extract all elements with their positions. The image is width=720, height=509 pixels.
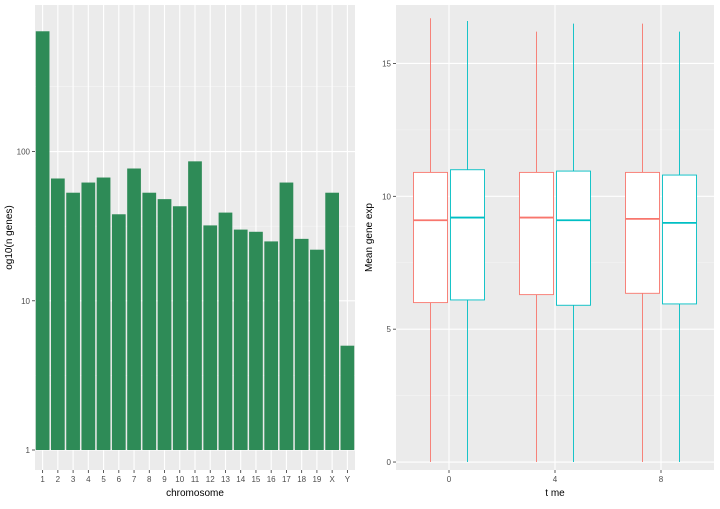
boxplot-x-tick-label: 8	[659, 475, 664, 484]
box-body	[662, 174, 697, 305]
box-body	[519, 171, 554, 296]
bar-chart-x-tick-label: 5	[101, 475, 106, 484]
box-body	[413, 171, 448, 304]
bar-8	[142, 192, 157, 450]
boxplot-y-tick-label: 10	[382, 192, 391, 201]
bar-9	[157, 199, 172, 450]
bar-15	[249, 231, 263, 450]
bar-chart-x-tick-label: 18	[297, 475, 306, 484]
boxplot-gridlines	[396, 5, 714, 470]
bar-2	[51, 178, 65, 451]
box-body	[556, 170, 591, 306]
bar-5	[96, 177, 111, 450]
bar-chart-x-tick-label: 1	[40, 475, 45, 484]
boxplot-y-axis: 0 5 10 15	[382, 59, 396, 467]
bar-chart-x-tick-label: Y	[345, 475, 351, 484]
bar-Y	[340, 345, 355, 450]
bar-chart-x-tick-label: 13	[221, 475, 230, 484]
box-4-series-1	[556, 23, 591, 463]
bar-11	[188, 161, 202, 450]
bar-chart-x-tick-label: 19	[312, 475, 321, 484]
boxplot-x-axis-label: t me	[545, 488, 565, 499]
boxplot-x-tick-label: 4	[553, 475, 558, 484]
bar-chart-x-tick-label: 7	[132, 475, 137, 484]
bar-chart-bars	[35, 31, 355, 451]
bar-18	[294, 238, 309, 450]
box-0-series-1	[450, 20, 485, 463]
box-body	[450, 169, 485, 301]
box-8-series-1	[662, 31, 697, 463]
boxplot-boxes	[413, 18, 697, 463]
box-0-series-0	[413, 18, 448, 463]
boxplot-y-tick-label: 15	[382, 59, 391, 68]
bar-chart-x-tick-label: 8	[147, 475, 152, 484]
bar-chart-x-tick-label: 6	[117, 475, 122, 484]
bar-chart-x-axis: 1 2 3 4 5 6 7 8 9 10 11 12 13 14 15 16 17 18 19 X Y	[40, 470, 351, 484]
bar-chart-x-tick-label: 4	[86, 475, 91, 484]
bar-chart-x-tick-label: 14	[236, 475, 245, 484]
bar-chart-x-tick-label: 2	[56, 475, 61, 484]
bar-13	[218, 212, 233, 450]
bar-chart-x-tick-label: 17	[282, 475, 291, 484]
bar-chart-x-tick-label: X	[329, 475, 335, 484]
boxplot-y-tick-label: 0	[387, 458, 392, 467]
bar-14	[233, 229, 248, 450]
bar-16	[264, 241, 279, 450]
box-body	[625, 171, 660, 294]
bar-chart-y-axis: 1 10 100	[17, 148, 35, 455]
bar-chart-x-tick-label: 11	[191, 475, 200, 484]
bar-7	[127, 168, 141, 450]
bar-chart-y-tick-label: 10	[21, 297, 30, 306]
bar-chart-x-axis-label: chromosome	[166, 488, 224, 499]
bar-chart-x-tick-label: 12	[206, 475, 215, 484]
bar-1	[35, 31, 50, 450]
bar-chart-x-tick-label: 10	[175, 475, 184, 484]
bar-chart-x-tick-label: 3	[71, 475, 76, 484]
bar-6	[111, 214, 126, 450]
boxplot-y-axis-label: Mean gene exp	[364, 203, 375, 272]
bar-17	[279, 182, 294, 450]
bar-19	[310, 249, 324, 450]
bar-chart-x-tick-label: 15	[251, 475, 260, 484]
box-4-series-0	[519, 31, 554, 463]
bar-3	[66, 192, 80, 450]
bar-chart-y-axis-label: og10(n genes)	[4, 205, 15, 270]
bar-chart-x-tick-label: 16	[267, 475, 276, 484]
boxplot-y-tick-label: 5	[387, 325, 392, 334]
bar-4	[81, 182, 96, 450]
bar-12	[203, 225, 218, 450]
bar-X	[325, 192, 339, 450]
bar-chart-y-tick-label: 100	[17, 148, 31, 157]
bar-chart-x-tick-label: 9	[162, 475, 167, 484]
boxplot-panel: 0 5 10 15 0 4 8 t me Mean gene exp	[364, 5, 714, 499]
box-8-series-0	[625, 23, 660, 463]
boxplot-x-tick-label: 0	[447, 475, 452, 484]
bar-10	[172, 206, 187, 450]
bar-chart-y-tick-label: 1	[26, 446, 31, 455]
boxplot-x-axis: 0 4 8	[447, 470, 664, 484]
